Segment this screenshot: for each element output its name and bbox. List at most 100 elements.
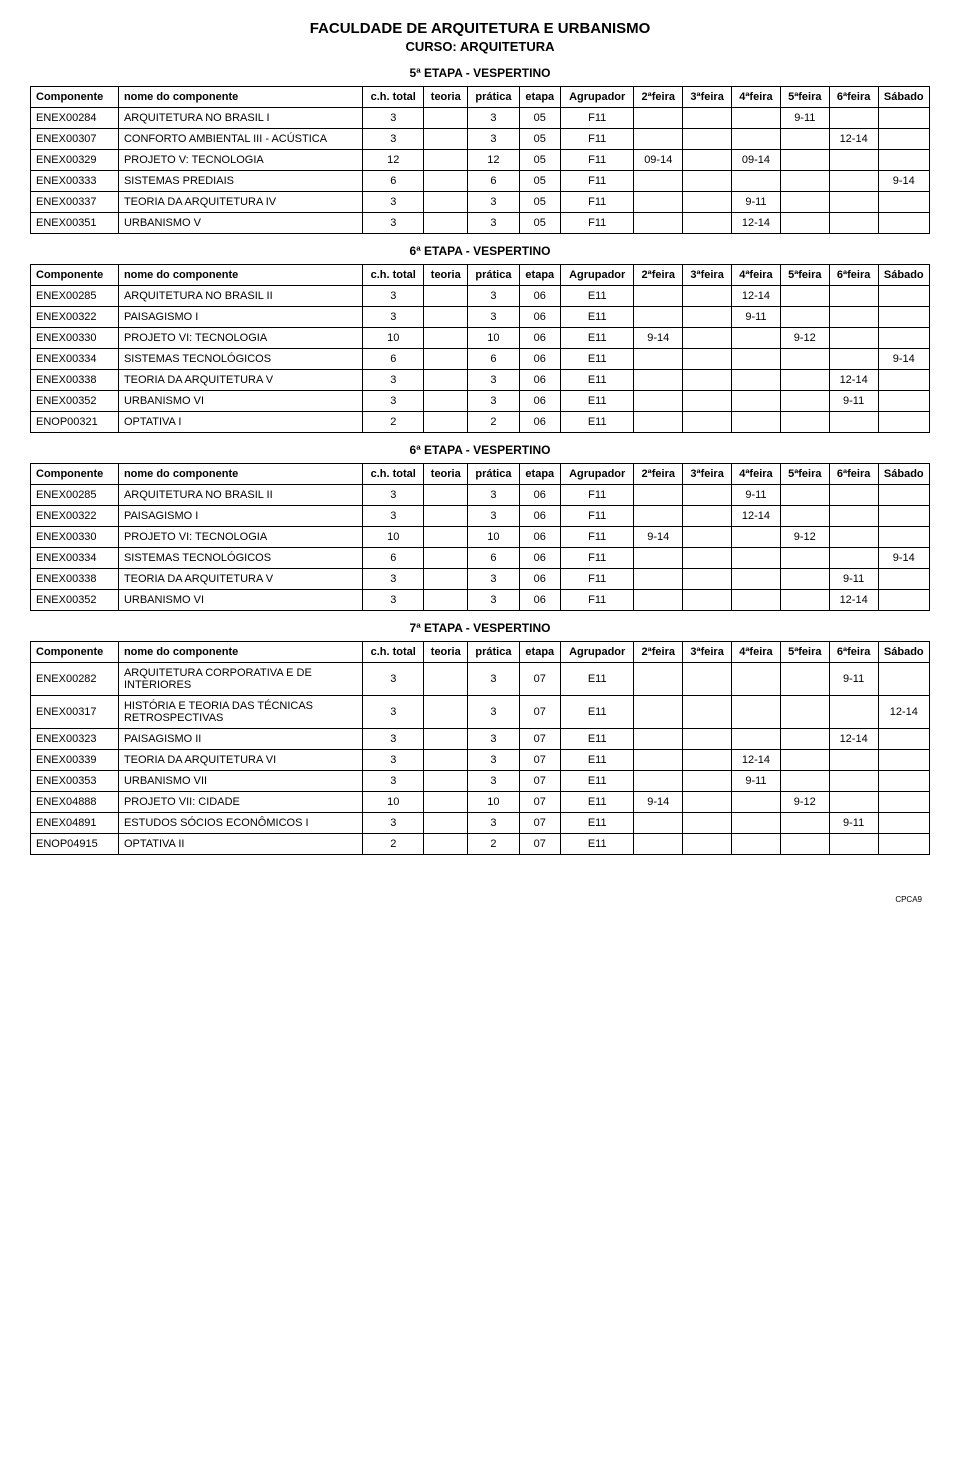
table-row: ENEX00338TEORIA DA ARQUITETURA V3306E111…	[31, 370, 930, 391]
table-cell	[424, 328, 468, 349]
table-cell	[683, 771, 732, 792]
table-cell: 12-14	[732, 750, 781, 771]
table-cell: ENEX00323	[31, 729, 119, 750]
table-cell	[829, 834, 878, 855]
table-cell	[683, 548, 732, 569]
table-cell	[829, 286, 878, 307]
table-cell: 3	[468, 569, 519, 590]
table-cell	[683, 349, 732, 370]
table-cell	[634, 192, 683, 213]
table-cell: E11	[561, 696, 634, 729]
column-header: teoria	[424, 87, 468, 108]
schedule-table: Componentenome do componentec.h. totalte…	[30, 641, 930, 855]
column-header: 4ªfeira	[732, 464, 781, 485]
table-cell: F11	[561, 590, 634, 611]
table-cell	[878, 590, 929, 611]
table-cell: ENEX00322	[31, 506, 119, 527]
table-cell: 3	[363, 485, 424, 506]
table-cell: F11	[561, 569, 634, 590]
column-header: Sábado	[878, 87, 929, 108]
table-cell	[878, 834, 929, 855]
table-cell	[424, 729, 468, 750]
table-cell: 06	[519, 307, 561, 328]
table-cell	[732, 696, 781, 729]
table-cell: 3	[468, 129, 519, 150]
table-cell: 3	[363, 750, 424, 771]
table-cell: ENEX00337	[31, 192, 119, 213]
table-cell	[424, 569, 468, 590]
column-header: 6ªfeira	[829, 265, 878, 286]
table-cell: 07	[519, 696, 561, 729]
table-cell: E11	[561, 286, 634, 307]
column-header: 4ªfeira	[732, 265, 781, 286]
table-cell: 9-11	[829, 663, 878, 696]
table-cell: ARQUITETURA NO BRASIL II	[118, 485, 362, 506]
table-cell	[683, 108, 732, 129]
table-row: ENEX00284ARQUITETURA NO BRASIL I3305F119…	[31, 108, 930, 129]
column-header: c.h. total	[363, 265, 424, 286]
table-cell: 2	[363, 412, 424, 433]
table-cell	[780, 813, 829, 834]
table-cell: ARQUITETURA NO BRASIL I	[118, 108, 362, 129]
table-cell: 06	[519, 370, 561, 391]
table-cell	[683, 506, 732, 527]
column-header: c.h. total	[363, 642, 424, 663]
table-cell	[424, 792, 468, 813]
table-row: ENEX04888PROJETO VII: CIDADE101007E119-1…	[31, 792, 930, 813]
column-header: nome do componente	[118, 464, 362, 485]
table-cell	[732, 171, 781, 192]
table-cell: E11	[561, 349, 634, 370]
table-cell	[829, 192, 878, 213]
column-header: prática	[468, 642, 519, 663]
table-cell	[829, 506, 878, 527]
table-cell	[683, 192, 732, 213]
table-cell: 6	[363, 171, 424, 192]
table-cell: 07	[519, 729, 561, 750]
table-cell	[732, 129, 781, 150]
table-cell	[780, 150, 829, 171]
table-row: ENEX00334SISTEMAS TECNOLÓGICOS6606F119-1…	[31, 548, 930, 569]
table-cell: OPTATIVA II	[118, 834, 362, 855]
table-cell	[829, 771, 878, 792]
table-cell	[424, 192, 468, 213]
table-cell	[780, 506, 829, 527]
table-cell	[424, 213, 468, 234]
table-cell: 3	[363, 663, 424, 696]
table-cell: 3	[363, 129, 424, 150]
table-cell	[424, 391, 468, 412]
table-cell: ARQUITETURA CORPORATIVA E DE INTERIORES	[118, 663, 362, 696]
table-cell	[634, 696, 683, 729]
table-cell: 05	[519, 150, 561, 171]
table-cell	[683, 696, 732, 729]
table-cell	[634, 171, 683, 192]
column-header: etapa	[519, 642, 561, 663]
table-cell: URBANISMO VI	[118, 590, 362, 611]
table-cell	[878, 527, 929, 548]
column-header: 2ªfeira	[634, 87, 683, 108]
table-cell	[424, 286, 468, 307]
table-row: ENOP00321OPTATIVA I2206E11	[31, 412, 930, 433]
table-cell: E11	[561, 729, 634, 750]
table-cell	[878, 412, 929, 433]
table-cell: 07	[519, 834, 561, 855]
table-cell: 06	[519, 569, 561, 590]
table-cell	[634, 750, 683, 771]
table-cell	[829, 696, 878, 729]
table-cell: 6	[363, 349, 424, 370]
table-cell: 07	[519, 750, 561, 771]
column-header: Agrupador	[561, 265, 634, 286]
table-cell: 12-14	[732, 213, 781, 234]
table-row: ENEX00351URBANISMO V3305F1112-14	[31, 213, 930, 234]
table-cell: ENEX00329	[31, 150, 119, 171]
table-cell: ENEX00353	[31, 771, 119, 792]
table-row: ENEX00282ARQUITETURA CORPORATIVA E DE IN…	[31, 663, 930, 696]
table-cell	[878, 485, 929, 506]
table-cell: 3	[363, 569, 424, 590]
table-cell: ENOP00321	[31, 412, 119, 433]
table-cell	[634, 548, 683, 569]
table-cell: 05	[519, 129, 561, 150]
table-cell	[634, 349, 683, 370]
table-cell	[634, 590, 683, 611]
table-cell: 3	[363, 192, 424, 213]
table-cell	[424, 108, 468, 129]
